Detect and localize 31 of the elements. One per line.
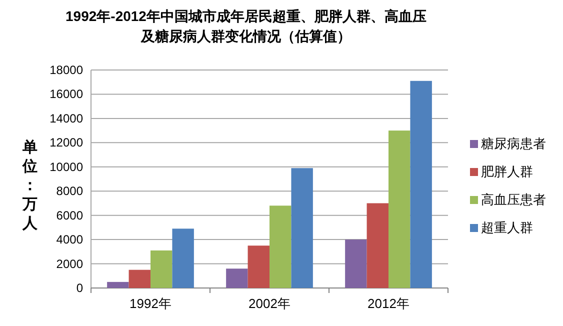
bar — [150, 250, 172, 288]
y-axis-title: 单位：万人 — [22, 139, 38, 232]
bar — [270, 206, 292, 288]
bar — [291, 168, 313, 288]
x-tick-label: 2002年 — [248, 296, 290, 311]
bar — [128, 270, 150, 288]
bar — [345, 240, 367, 288]
bar — [410, 80, 432, 288]
bar — [226, 268, 248, 288]
legend-label: 超重人群 — [481, 220, 533, 235]
legend-label: 糖尿病患者 — [481, 136, 546, 151]
legend-label: 肥胖人群 — [481, 164, 533, 179]
y-tick-label: 6000 — [56, 208, 84, 222]
x-tick-label: 2012年 — [368, 296, 410, 311]
y-tick-label: 0 — [76, 281, 84, 295]
chart-title: 1992年-2012年中国城市成年居民超重、肥胖人群、高血压及糖尿病人群变化情况（估算值） — [64, 7, 428, 46]
y-tick-label: 8000 — [56, 184, 84, 198]
legend-label: 高血压患者 — [481, 192, 546, 207]
bar — [366, 203, 388, 288]
y-tick-label: 18000 — [50, 63, 84, 77]
y-tick-label: 10000 — [50, 160, 84, 174]
x-tick-label: 1992年 — [130, 296, 172, 311]
y-tick-label: 2000 — [56, 256, 84, 271]
y-tick-label: 4000 — [56, 232, 84, 247]
y-tick-label: 16000 — [50, 87, 84, 102]
y-tick-label: 12000 — [50, 136, 84, 150]
y-tick-label: 14000 — [50, 111, 84, 126]
bar — [107, 282, 129, 288]
bar — [388, 130, 410, 288]
bar — [172, 228, 194, 288]
bar — [248, 246, 270, 288]
